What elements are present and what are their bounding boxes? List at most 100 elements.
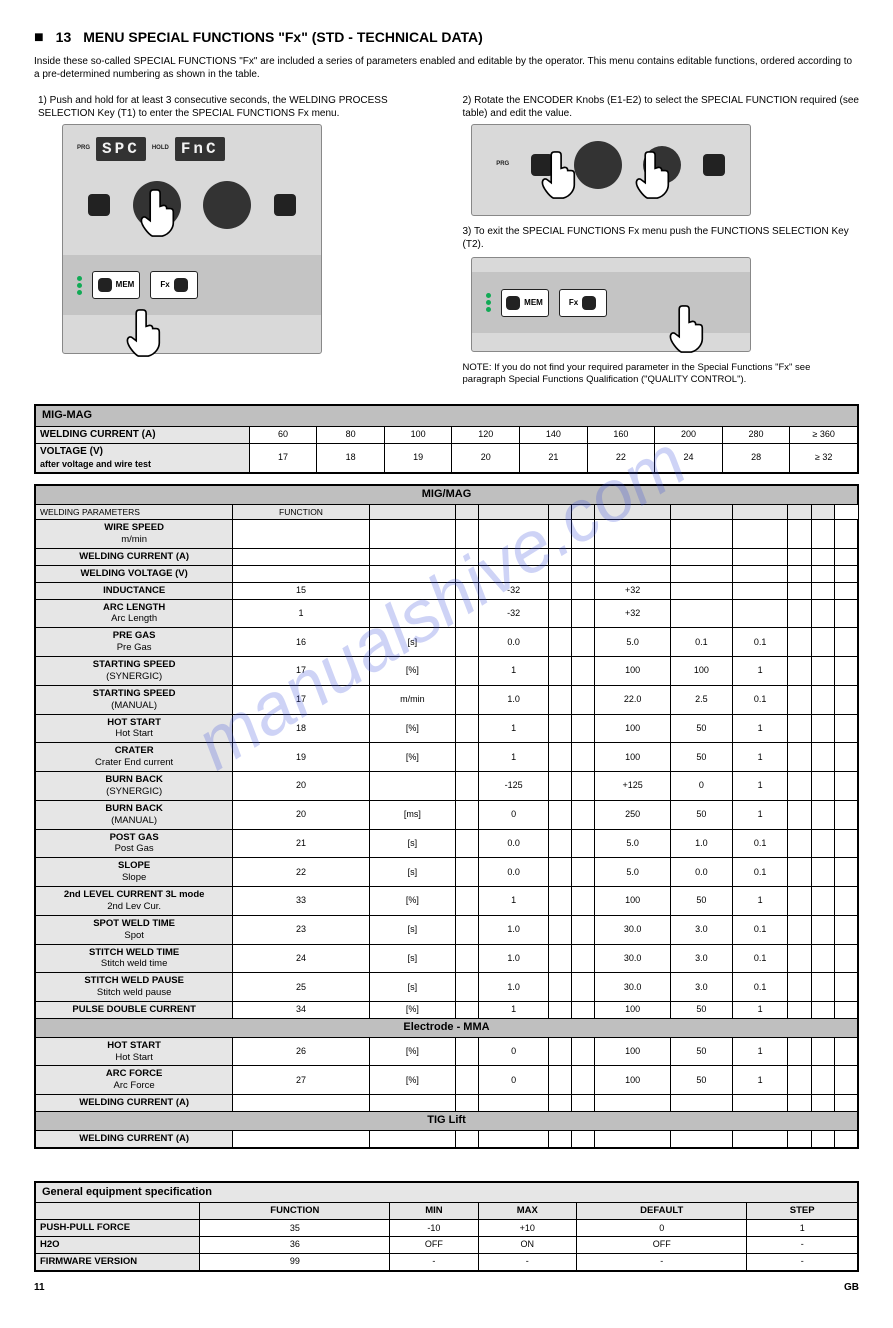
t2-cell [834, 520, 857, 549]
t2-cell: 1 [732, 772, 787, 801]
t2-cell: 50 [670, 743, 732, 772]
t3-cell: 99 [200, 1254, 390, 1271]
t2-cell [595, 548, 671, 565]
control-panel-illustration-full: PRG SPC HOLD FnC MEM Fx [62, 124, 322, 354]
t2-cell [456, 520, 479, 549]
t2-row-label: SPOT WELD TIMESpot [36, 915, 233, 944]
t2-cell [548, 973, 571, 1002]
square-button-right-2 [703, 154, 725, 176]
t2-row-label: WELDING VOLTAGE (V) [36, 565, 233, 582]
t2-cell [456, 973, 479, 1002]
t2-cell [834, 1037, 857, 1066]
t2-cell: 0.1 [670, 628, 732, 657]
t2-section-header: MIG/MAG [36, 485, 858, 504]
t2-subheader-cell [595, 504, 671, 520]
t2-cell [572, 599, 595, 628]
t2-cell [834, 1130, 857, 1147]
t2-cell [456, 743, 479, 772]
square-button-right [274, 194, 296, 216]
t1-cell: 60 [249, 426, 317, 444]
t2-cell: 26 [233, 1037, 369, 1066]
t2-cell [456, 1066, 479, 1095]
t2-cell [572, 548, 595, 565]
t2-cell: 50 [670, 1066, 732, 1095]
t2-cell [788, 829, 811, 858]
t2-cell: [s] [369, 944, 455, 973]
t2-cell: 24 [233, 944, 369, 973]
t2-cell [811, 829, 834, 858]
t2-cell [572, 973, 595, 1002]
t2-cell: 1 [732, 800, 787, 829]
t2-cell [595, 565, 671, 582]
t2-cell: 100 [670, 657, 732, 686]
t2-cell: 1 [479, 743, 549, 772]
t2-cell: 30.0 [595, 915, 671, 944]
led-job-icon [77, 290, 82, 295]
t2-cell: 100 [595, 1066, 671, 1095]
t2-cell: 3.0 [670, 915, 732, 944]
mem-button-2: MEM [501, 289, 549, 317]
t2-cell [572, 1130, 595, 1147]
t2-cell: 0.0 [479, 829, 549, 858]
t2-cell [811, 1002, 834, 1019]
t2-cell: [s] [369, 858, 455, 887]
t2-cell: 18 [233, 714, 369, 743]
t2-cell: -32 [479, 582, 549, 599]
t2-cell [548, 1037, 571, 1066]
t2-cell [456, 858, 479, 887]
t2-cell [479, 1095, 549, 1112]
t2-cell [834, 944, 857, 973]
t2-cell: 0.0 [670, 858, 732, 887]
t2-cell [548, 628, 571, 657]
t2-cell [834, 628, 857, 657]
note-text: NOTE: If you do not find your required p… [463, 362, 856, 386]
t1-row-label: VOLTAGE (V)after voltage and wire test [36, 444, 250, 473]
t2-cell [811, 973, 834, 1002]
t2-cell [788, 973, 811, 1002]
prg-label: PRG [77, 145, 90, 153]
section-title-row: ■ 13 MENU SPECIAL FUNCTIONS "Fx" (STD - … [34, 28, 859, 48]
t2-cell [811, 887, 834, 916]
t3-header-cell: DEFAULT [577, 1203, 747, 1220]
t2-cell: 17 [233, 685, 369, 714]
step-2-text: 2) Rotate the ENCODER Knobs (E1-E2) to s… [463, 95, 860, 120]
t2-cell [788, 887, 811, 916]
t2-cell: 0.1 [732, 628, 787, 657]
t2-cell [834, 772, 857, 801]
t2-cell [811, 565, 834, 582]
t2-cell: [ms] [369, 800, 455, 829]
t2-subheader-cell [369, 504, 455, 520]
table-welding-parameters: MIG/MAGWELDING PARAMETERSFUNCTIONWIRE SP… [34, 484, 859, 1149]
square-button-left [88, 194, 110, 216]
t2-cell [479, 548, 549, 565]
t2-cell [479, 1130, 549, 1147]
t2-cell [732, 548, 787, 565]
t2-cell [233, 565, 369, 582]
t2-cell [233, 520, 369, 549]
t2-cell [572, 714, 595, 743]
t2-cell [572, 800, 595, 829]
t2-cell: 1 [479, 1002, 549, 1019]
t2-cell [788, 772, 811, 801]
hand-pointer-e2-icon [632, 147, 676, 203]
t2-cell [572, 565, 595, 582]
mem-button-label-2: MEM [524, 298, 543, 308]
t2-cell [811, 743, 834, 772]
t2-cell [811, 599, 834, 628]
t3-cell: - [577, 1254, 747, 1271]
t2-cell [548, 1066, 571, 1095]
t2-cell [572, 520, 595, 549]
t2-row-label: SLOPESlope [36, 858, 233, 887]
t3-cell: - [747, 1254, 858, 1271]
t2-cell [811, 800, 834, 829]
t3-cell: 1 [747, 1220, 858, 1237]
t2-cell: 50 [670, 714, 732, 743]
t1-cell: 19 [384, 444, 452, 473]
t1-cell: 17 [249, 444, 317, 473]
t2-cell: [%] [369, 1066, 455, 1095]
fx-button-label: Fx [160, 280, 169, 290]
t2-cell [572, 685, 595, 714]
t3-row-label: H2O [36, 1237, 200, 1254]
t2-cell [456, 628, 479, 657]
t1-cell: 22 [587, 444, 655, 473]
